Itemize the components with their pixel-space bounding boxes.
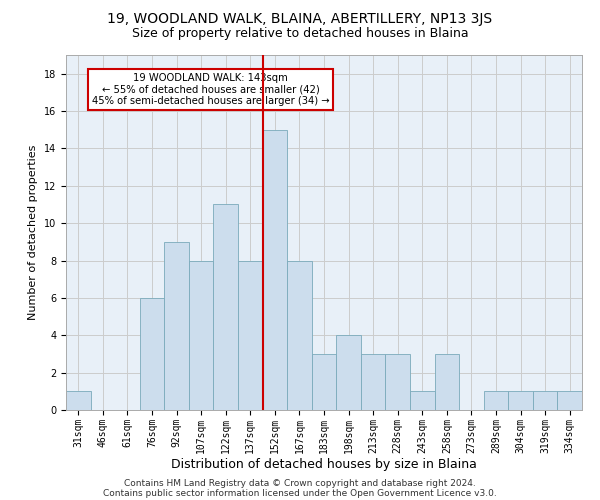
Bar — [361, 354, 385, 410]
Bar — [312, 354, 336, 410]
Bar — [385, 354, 410, 410]
Text: 19, WOODLAND WALK, BLAINA, ABERTILLERY, NP13 3JS: 19, WOODLAND WALK, BLAINA, ABERTILLERY, … — [107, 12, 493, 26]
Text: Contains public sector information licensed under the Open Government Licence v3: Contains public sector information licen… — [103, 488, 497, 498]
Bar — [287, 260, 312, 410]
Bar — [484, 392, 508, 410]
Bar — [263, 130, 287, 410]
Bar — [238, 260, 263, 410]
Y-axis label: Number of detached properties: Number of detached properties — [28, 145, 38, 320]
Bar — [533, 392, 557, 410]
Bar — [66, 392, 91, 410]
Bar — [140, 298, 164, 410]
Bar — [336, 336, 361, 410]
Text: 19 WOODLAND WALK: 143sqm
← 55% of detached houses are smaller (42)
45% of semi-d: 19 WOODLAND WALK: 143sqm ← 55% of detach… — [92, 73, 329, 106]
X-axis label: Distribution of detached houses by size in Blaina: Distribution of detached houses by size … — [171, 458, 477, 471]
Text: Contains HM Land Registry data © Crown copyright and database right 2024.: Contains HM Land Registry data © Crown c… — [124, 478, 476, 488]
Bar — [164, 242, 189, 410]
Bar — [434, 354, 459, 410]
Bar — [214, 204, 238, 410]
Text: Size of property relative to detached houses in Blaina: Size of property relative to detached ho… — [131, 28, 469, 40]
Bar — [508, 392, 533, 410]
Bar — [410, 392, 434, 410]
Bar — [557, 392, 582, 410]
Bar — [189, 260, 214, 410]
